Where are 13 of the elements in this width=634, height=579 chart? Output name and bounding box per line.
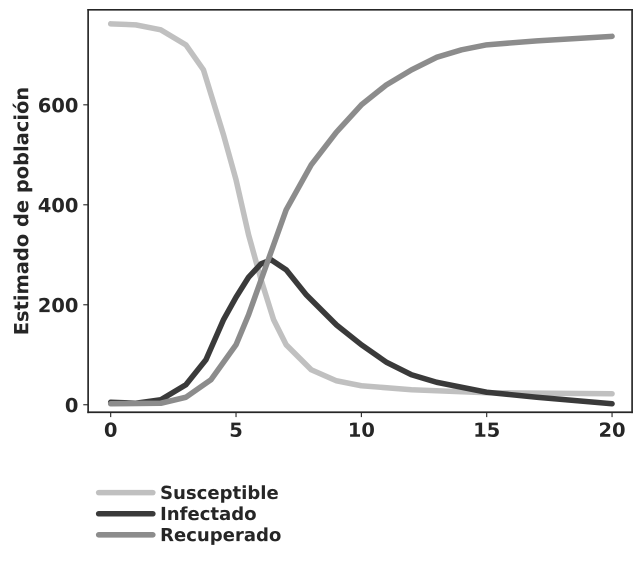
y-tick-label: 600 [39,98,78,112]
y-tick-label: 400 [38,198,78,212]
x-tick-label: 10 [350,422,374,438]
x-tick-label: 0 [104,422,117,438]
x-tick-label: 5 [230,422,242,438]
legend-label: Susceptible [161,485,278,503]
y-axis-title: Estimado de población [12,88,32,334]
y-tick-label: 200 [39,298,78,312]
legend-label: Infectado [162,506,256,520]
legend-label: Recuperado [162,527,281,545]
x-tick-label: 20 [600,422,625,438]
x-tick-label: 15 [475,422,499,438]
y-tick-label: 0 [66,398,78,412]
